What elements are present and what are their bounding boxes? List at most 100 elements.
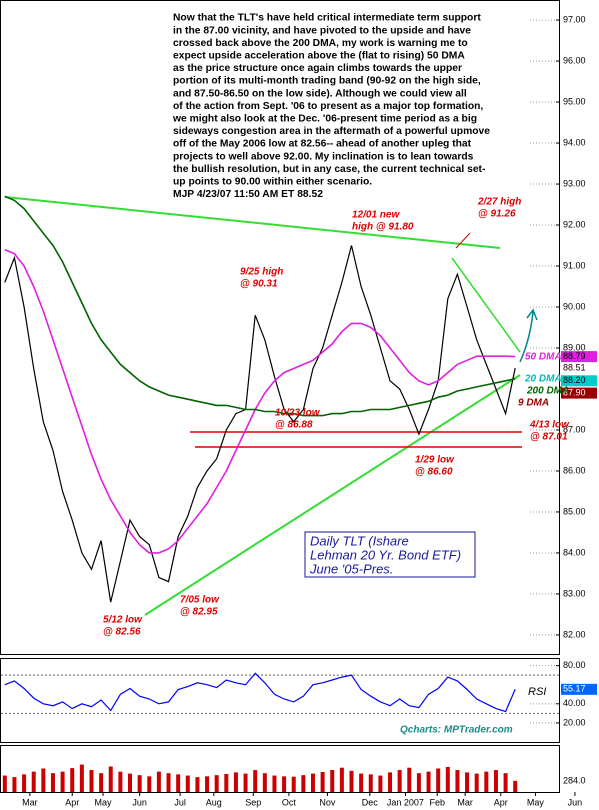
pointer-line — [455, 232, 471, 249]
y-tick-label: 84.00 — [563, 547, 586, 557]
chart-title: Daily TLT (Ishare — [310, 533, 409, 548]
annotation: 4/13 low — [529, 420, 570, 431]
value-box — [561, 775, 597, 787]
annotation: high @ 91.80 — [352, 222, 414, 233]
volume-bar — [205, 776, 210, 792]
volume-bar — [282, 776, 287, 792]
annotation: 1/29 low — [415, 455, 455, 466]
y-tick-label: 89.00 — [563, 342, 586, 352]
volume-bar — [176, 774, 181, 792]
value-box — [561, 387, 597, 399]
resistance-trendline — [4, 196, 501, 249]
annotation: @ 82.56 — [103, 627, 141, 638]
x-tick-label: Apr — [65, 797, 79, 807]
volume-bar — [118, 771, 123, 792]
volume-bar — [368, 774, 373, 792]
commentary-line: up points to 90.00 within either scenari… — [173, 177, 372, 188]
value-box — [561, 683, 597, 695]
commentary-line: we might also look at the Dec. '06-prese… — [172, 114, 477, 125]
x-tick-label: May — [527, 797, 545, 807]
volume-bar — [108, 766, 113, 792]
x-tick-label: Aug — [206, 797, 222, 807]
commentary-line: expect upside acceleration above the (fl… — [173, 51, 465, 62]
y-tick-label: 92.00 — [563, 219, 586, 229]
volume-bar — [465, 772, 470, 792]
support-trendline — [144, 374, 521, 616]
volume-bar — [359, 773, 364, 792]
x-tick-label: Mar — [457, 797, 473, 807]
legend-label: 9 DMA — [518, 398, 549, 409]
volume-bar — [99, 773, 104, 792]
x-tick-label: Oct — [282, 797, 297, 807]
chart-title: June '05-Pres. — [309, 561, 393, 576]
x-tick-label: Sep — [245, 797, 261, 807]
value-label: 284.0 — [563, 775, 586, 785]
annotation: 12/01 new — [352, 210, 400, 221]
x-tick-label: Jun — [568, 797, 583, 807]
y-tick-label: 90.00 — [563, 301, 586, 311]
value-box — [561, 362, 597, 374]
volume-bar — [445, 766, 450, 792]
volume-bar — [128, 773, 133, 792]
y-tick-label: 85.00 — [563, 506, 586, 516]
commentary-line: portion of its multi-month trading band … — [173, 76, 481, 87]
y-tick-label: 40.00 — [563, 698, 586, 708]
annotation: @ 87.01 — [530, 432, 568, 443]
volume-bar — [301, 775, 306, 792]
projection-arrow — [519, 308, 538, 363]
annotation: @ 86.60 — [415, 467, 453, 478]
series-line — [4, 672, 516, 713]
commentary-line: Now that the TLT's have held critical in… — [173, 13, 481, 24]
volume-bar — [426, 771, 431, 792]
annotation: 10/23 low — [275, 408, 321, 419]
volume-bar — [137, 775, 142, 792]
volume-bar — [310, 773, 315, 792]
y-tick-label: 86.00 — [563, 465, 586, 475]
volume-bar — [407, 767, 412, 792]
y-tick-label: 93.00 — [563, 178, 586, 188]
y-tick-label: 20.00 — [563, 717, 586, 727]
volume-bar — [22, 774, 27, 792]
volume-bar — [397, 770, 402, 792]
commentary-line: and 87.50-86.50 on the low side). Althou… — [173, 88, 467, 99]
volume-bar — [195, 777, 200, 792]
commentary-line: as the price structure once again climbs… — [173, 63, 462, 74]
volume-bar — [503, 773, 508, 792]
volume-bar — [50, 773, 55, 792]
volume-bar — [214, 775, 219, 792]
volume-bar — [60, 771, 65, 792]
volume-bar — [291, 776, 296, 792]
price-panel — [0, 0, 560, 655]
y-tick-label: 96.00 — [563, 55, 586, 65]
volume-bar — [253, 770, 258, 792]
volume-bar — [70, 768, 75, 792]
volume-bar — [185, 775, 190, 792]
annotation: 7/05 low — [180, 595, 220, 606]
x-tick-label: Apr — [494, 797, 508, 807]
x-tick-label: Mar — [22, 797, 38, 807]
y-tick-label: 97.00 — [563, 14, 586, 24]
value-box — [561, 375, 597, 387]
volume-bar — [272, 775, 277, 792]
volume-bar — [436, 768, 441, 792]
volume-bar — [388, 772, 393, 792]
commentary-line: MJP 4/23/07 11:50 AM ET 88.52 — [173, 189, 323, 200]
volume-bar — [89, 770, 94, 792]
commentary-line: projects to well above 92.00. My inclina… — [173, 151, 474, 162]
annotation: @ 90.31 — [240, 279, 278, 290]
value-label: 88.79 — [563, 351, 586, 361]
volume-bar — [455, 770, 460, 792]
x-tick-label: May — [95, 797, 113, 807]
volume-bar — [339, 767, 344, 792]
rsi-label: RSI — [528, 686, 546, 698]
value-label: 88.51 — [563, 362, 586, 372]
commentary-line: sideways congestion area in the aftermat… — [173, 126, 490, 137]
volume-bar — [224, 773, 229, 792]
volume-bar — [233, 772, 238, 792]
volume-bar — [156, 771, 161, 792]
commentary-line: off of the May 2006 low at 82.56-- ahead… — [173, 139, 472, 150]
volume-bar — [378, 775, 383, 792]
annotation: @ 86.88 — [275, 420, 313, 431]
legend-label: 50 DMA — [525, 352, 562, 363]
series-line — [4, 248, 516, 554]
